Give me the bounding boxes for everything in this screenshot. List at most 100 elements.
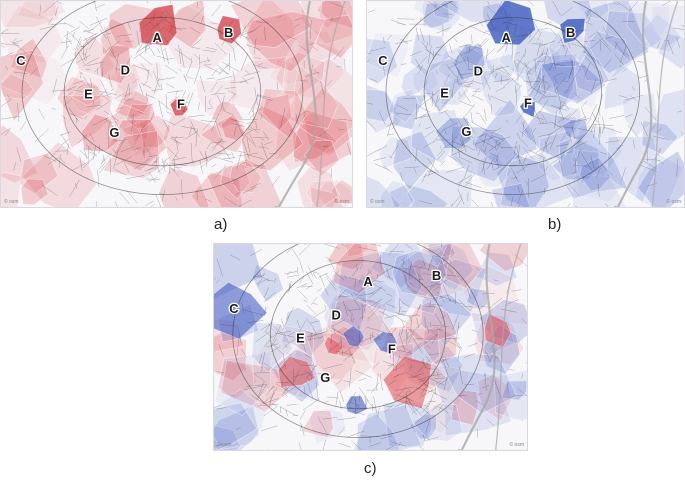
- road: [164, 9, 176, 23]
- road: [175, 96, 183, 103]
- road: [344, 59, 346, 71]
- road: [386, 122, 395, 128]
- road: [416, 96, 433, 109]
- district-polygon: [426, 259, 487, 317]
- highlighted-district: [278, 356, 316, 388]
- road: [415, 148, 418, 162]
- district-polygon: [392, 94, 427, 131]
- highlighted-district: [346, 395, 368, 415]
- road: [471, 34, 473, 45]
- road: [153, 77, 160, 94]
- road: [568, 183, 580, 197]
- road: [73, 80, 84, 85]
- road: [180, 99, 190, 104]
- road: [440, 359, 445, 364]
- road: [460, 143, 464, 150]
- road: [163, 160, 166, 168]
- road: [413, 115, 429, 120]
- road: [57, 1, 63, 4]
- road: [239, 26, 246, 38]
- road: [211, 113, 220, 132]
- road: [484, 352, 499, 359]
- road: [510, 167, 519, 183]
- road: [477, 149, 481, 156]
- road: [463, 103, 476, 119]
- road: [432, 325, 450, 327]
- road: [457, 69, 460, 79]
- map-attribution: © osm: [666, 199, 681, 205]
- road: [422, 357, 424, 364]
- road: [511, 40, 514, 60]
- district-polygon: [411, 109, 461, 165]
- road: [43, 1, 58, 13]
- road: [346, 309, 361, 311]
- road: [554, 76, 567, 92]
- road: [526, 100, 537, 108]
- road: [504, 10, 508, 18]
- road: [445, 63, 456, 77]
- road: [311, 367, 313, 381]
- district-polygon: [572, 174, 627, 207]
- road: [172, 136, 180, 145]
- road: [584, 11, 590, 20]
- road: [372, 299, 381, 311]
- road: [157, 77, 175, 81]
- road: [588, 32, 597, 38]
- road: [195, 129, 198, 147]
- road: [354, 277, 356, 288]
- road: [236, 152, 242, 170]
- road: [66, 128, 70, 135]
- road: [157, 48, 161, 54]
- road: [155, 194, 162, 207]
- road: [116, 137, 126, 154]
- road: [376, 274, 378, 279]
- road: [382, 308, 386, 314]
- road: [590, 155, 595, 169]
- road: [295, 114, 298, 124]
- road: [491, 65, 510, 71]
- road: [387, 276, 394, 280]
- road: [517, 144, 520, 161]
- road: [408, 314, 418, 319]
- road: [241, 348, 247, 358]
- road: [205, 150, 208, 168]
- road: [14, 71, 28, 74]
- highlighted-district: [435, 117, 472, 150]
- road: [425, 333, 439, 344]
- road: [614, 54, 625, 66]
- road: [61, 40, 72, 44]
- road: [422, 273, 432, 275]
- road: [358, 292, 375, 297]
- road: [596, 30, 608, 47]
- road: [312, 271, 320, 274]
- road: [332, 328, 347, 337]
- road: [422, 434, 426, 441]
- road: [621, 67, 628, 73]
- road: [543, 48, 549, 64]
- road: [487, 135, 493, 142]
- road: [289, 128, 293, 132]
- road: [416, 317, 420, 329]
- road: [583, 61, 591, 78]
- road: [181, 126, 197, 130]
- district-label-c: C: [229, 301, 238, 316]
- road: [444, 337, 460, 340]
- road: [463, 79, 474, 93]
- road: [384, 313, 404, 319]
- road: [86, 61, 105, 67]
- road: [566, 151, 573, 153]
- road: [261, 163, 264, 170]
- district-label-f: F: [388, 341, 396, 356]
- road: [285, 347, 292, 355]
- road: [289, 338, 297, 343]
- road: [459, 50, 464, 54]
- district-labels: A B C D E F G: [377, 24, 577, 140]
- road: [408, 359, 425, 364]
- road: [571, 43, 586, 49]
- road: [497, 158, 499, 168]
- road: [142, 150, 144, 156]
- road: [302, 398, 320, 411]
- road: [234, 119, 244, 137]
- road: [538, 99, 549, 114]
- district-polygon: [1, 73, 34, 100]
